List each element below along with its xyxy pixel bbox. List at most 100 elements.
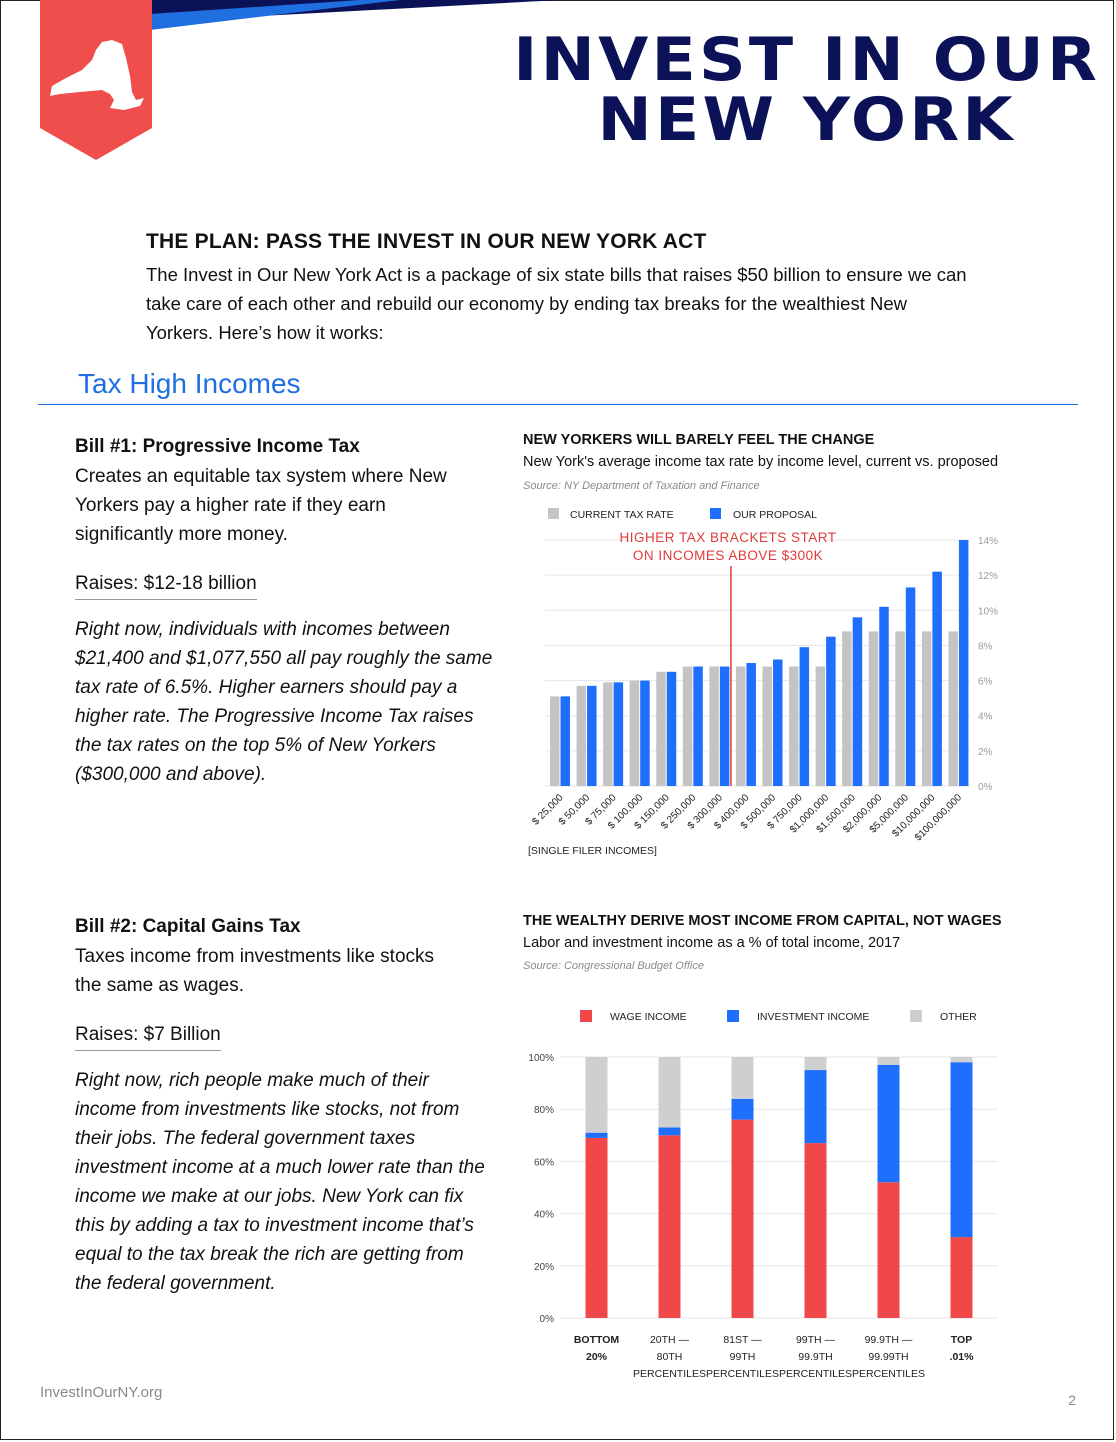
x-category-label: 20% bbox=[586, 1351, 608, 1363]
bar-investment-income bbox=[950, 1062, 973, 1238]
x-category-label: 99.9TH bbox=[798, 1351, 832, 1363]
bill1-explanation: Right now, individuals with incomes betw… bbox=[75, 619, 493, 785]
bar-wage-income bbox=[877, 1182, 900, 1318]
bar-proposal bbox=[666, 671, 677, 786]
bar-other bbox=[950, 1057, 973, 1063]
y-tick-label: 0% bbox=[540, 1314, 555, 1325]
bar-current bbox=[603, 682, 613, 786]
x-axis-note: [SINGLE FILER INCOMES] bbox=[528, 845, 657, 857]
bar-investment-income bbox=[658, 1127, 681, 1136]
annotation-line1: HIGHER TAX BRACKETS START bbox=[619, 530, 836, 545]
y-tick-label: 10% bbox=[978, 606, 998, 617]
bar-investment-income bbox=[877, 1064, 900, 1183]
bar-current bbox=[948, 631, 958, 786]
y-tick-label: 14% bbox=[978, 536, 998, 547]
bar-proposal bbox=[826, 636, 836, 786]
bar-current bbox=[629, 680, 640, 786]
bar-other bbox=[585, 1057, 608, 1133]
chart1-subtitle: New York's average income tax rate by in… bbox=[523, 454, 999, 470]
bar-current bbox=[921, 631, 932, 786]
x-category-label: BOTTOM bbox=[574, 1334, 620, 1346]
y-tick-label: 12% bbox=[978, 571, 998, 582]
bar-proposal bbox=[587, 685, 597, 786]
x-category-label: .01% bbox=[950, 1351, 975, 1363]
bar-current bbox=[682, 666, 693, 786]
bar-current bbox=[576, 685, 587, 786]
chart2-source: Source: Congressional Budget Office bbox=[523, 960, 704, 972]
bill1-description: Creates an equitable tax system where Ne… bbox=[75, 466, 447, 545]
y-tick-label: 40% bbox=[534, 1210, 554, 1221]
y-tick-label: 6% bbox=[978, 677, 993, 688]
bar-wage-income bbox=[731, 1119, 754, 1318]
section-title: Tax High Incomes bbox=[78, 368, 301, 399]
chart1-heading: NEW YORKERS WILL BARELY FEEL THE CHANGE bbox=[523, 432, 875, 448]
legend-swatch-proposal bbox=[710, 508, 721, 519]
y-tick-label: 4% bbox=[978, 712, 993, 723]
bar-proposal bbox=[746, 663, 756, 786]
x-category-label: 99.9TH — bbox=[865, 1334, 913, 1346]
legend-label-proposal: OUR PROPOSAL bbox=[733, 509, 817, 521]
bar-other bbox=[658, 1057, 681, 1128]
bar-current bbox=[709, 666, 719, 786]
y-tick-label: 20% bbox=[534, 1262, 554, 1273]
chart2-heading: THE WEALTHY DERIVE MOST INCOME FROM CAPI… bbox=[523, 913, 1002, 929]
bar-current bbox=[789, 666, 799, 786]
bar-investment-income bbox=[804, 1070, 827, 1144]
y-tick-label: 8% bbox=[978, 641, 993, 652]
footer-url: InvestInOurNY.org bbox=[40, 1384, 163, 1401]
x-category-label: PERCENTILES bbox=[706, 1368, 779, 1380]
bar-proposal bbox=[693, 666, 703, 786]
hero-title-line2: NEW YORK bbox=[597, 85, 1016, 155]
bar-proposal bbox=[560, 696, 570, 786]
bar-current bbox=[895, 631, 905, 786]
x-category-label: TOP bbox=[951, 1334, 972, 1346]
bar-current bbox=[762, 666, 772, 786]
legend-swatch-current bbox=[548, 508, 559, 519]
header-stripe bbox=[150, 0, 560, 30]
legend-label: WAGE INCOME bbox=[610, 1011, 687, 1023]
bar-wage-income bbox=[804, 1143, 827, 1318]
bar-proposal bbox=[719, 666, 730, 786]
legend-label-current: CURRENT TAX RATE bbox=[570, 509, 674, 521]
annotation-line2: ON INCOMES ABOVE $300K bbox=[633, 548, 823, 563]
y-tick-label: 2% bbox=[978, 747, 993, 758]
y-tick-label: 100% bbox=[528, 1053, 554, 1064]
bar-proposal bbox=[905, 587, 916, 786]
x-category-label: 80TH bbox=[657, 1351, 683, 1363]
section-divider bbox=[38, 404, 1078, 405]
page-number: 2 bbox=[1068, 1392, 1076, 1408]
bill1-raises: Raises: $12-18 billion bbox=[75, 573, 257, 600]
bill1-title: Bill #1: Progressive Income Tax bbox=[75, 436, 360, 457]
x-category-label: 99.99TH bbox=[868, 1351, 908, 1363]
bar-other bbox=[731, 1057, 754, 1099]
bar-current bbox=[735, 666, 746, 786]
bar-other bbox=[804, 1057, 827, 1071]
hero-title-line1: INVEST IN OUR bbox=[512, 25, 1100, 95]
bar-current bbox=[656, 671, 666, 786]
hero-title: INVEST IN OUR NEW YORK bbox=[513, 30, 1097, 150]
chart2-income-sources: 0% 20% 40% 60% 80% 100% BOTTOM 20% 20TH — 80TH PER… bbox=[528, 1010, 998, 1380]
bar-current bbox=[550, 696, 560, 786]
new-york-state-logo bbox=[40, 0, 152, 160]
chart1-source: Source: NY Department of Taxation and Fi… bbox=[523, 480, 760, 492]
bar-investment-income bbox=[731, 1098, 754, 1120]
bill2-raises: Raises: $7 Billion bbox=[75, 1024, 221, 1051]
x-category-label: PERCENTILES bbox=[852, 1368, 925, 1380]
bar-proposal bbox=[613, 682, 624, 786]
x-category-label: PERCENTILES bbox=[633, 1368, 706, 1380]
y-tick-label: 0% bbox=[978, 782, 993, 793]
x-category-label: 81ST — bbox=[723, 1334, 762, 1346]
bar-proposal bbox=[773, 659, 783, 786]
bar-current bbox=[815, 666, 826, 786]
plan-heading: THE PLAN: PASS THE INVEST IN OUR NEW YOR… bbox=[146, 230, 707, 253]
bar-wage-income bbox=[950, 1237, 973, 1318]
bar-current bbox=[842, 631, 852, 786]
bar-proposal bbox=[799, 647, 810, 786]
y-tick-label: 80% bbox=[534, 1105, 554, 1116]
chart2-subtitle: Labor and investment income as a % of to… bbox=[523, 935, 901, 951]
annotation-background bbox=[630, 526, 825, 566]
bar-wage-income bbox=[658, 1135, 681, 1318]
bar-proposal bbox=[852, 617, 863, 786]
bar-investment-income bbox=[585, 1132, 608, 1138]
legend-swatch bbox=[910, 1010, 922, 1022]
